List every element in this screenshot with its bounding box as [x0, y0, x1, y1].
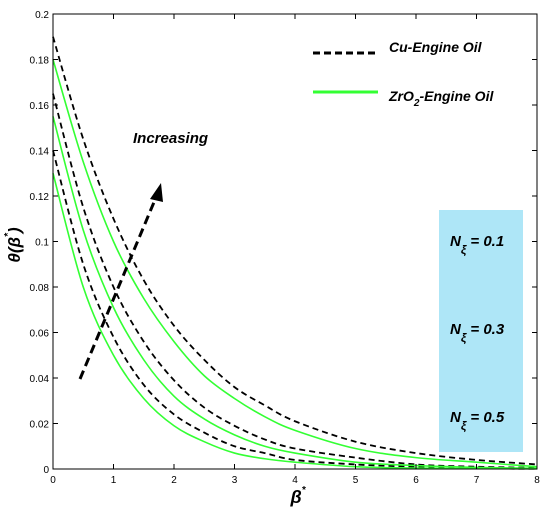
- x-axis-label: β*: [289, 485, 306, 507]
- cu-engine-oil-curve-2: [52, 93, 538, 469]
- y-tick-label: 0.18: [30, 56, 50, 67]
- zro2-engine-oil-curve-1: [52, 59, 538, 468]
- x-tick-label: 4: [292, 475, 298, 486]
- cu-engine-oil-curve-1: [52, 36, 538, 466]
- cu-engine-oil-curve-3: [52, 150, 538, 470]
- y-tick-label: 0.02: [30, 420, 50, 431]
- param-label-2-value: = 0.3: [466, 321, 505, 338]
- legend-label-zro2-post: -Engine Oil: [419, 88, 494, 104]
- y-tick-label: 0.12: [30, 192, 50, 203]
- x-axis-ticks: 0 1 2 3 4 5 6 7 8: [50, 14, 540, 486]
- param-label-3: Nξ = 0.5: [450, 409, 505, 433]
- legend-label-cu: Cu-Engine Oil: [389, 39, 483, 55]
- legend-label-zro2-pre: ZrO: [388, 88, 414, 104]
- increasing-annotation: Increasing: [133, 130, 208, 147]
- parameter-box: [439, 210, 523, 452]
- x-tick-label: 0: [50, 475, 56, 486]
- y-axis-label-sup: *: [3, 232, 14, 237]
- y-axis-label-close: ): [5, 227, 24, 235]
- y-tick-label: 0.06: [30, 329, 50, 340]
- x-axis-label-sup: *: [302, 485, 307, 496]
- param-label-3-value: = 0.5: [466, 409, 505, 426]
- param-label-2-sub: ξ: [461, 331, 467, 345]
- x-axis-label-base: β: [289, 487, 301, 507]
- param-label-2-base: N: [450, 321, 462, 338]
- y-tick-label: 0.16: [30, 101, 50, 112]
- legend-label-zro2: ZrO2-Engine Oil: [388, 88, 494, 109]
- increasing-arrow-head: [150, 183, 163, 202]
- y-tick-label: 0.1: [35, 238, 49, 249]
- param-label-1-sub: ξ: [461, 243, 467, 257]
- param-label-1-base: N: [450, 233, 462, 250]
- x-tick-label: 5: [353, 475, 359, 486]
- param-label-3-sub: ξ: [461, 419, 467, 433]
- y-tick-label: 0: [43, 465, 49, 476]
- increasing-arrow-shaft: [78, 194, 159, 380]
- x-tick-label: 2: [171, 475, 177, 486]
- y-tick-label: 0.04: [30, 374, 50, 385]
- x-tick-label: 6: [413, 475, 419, 486]
- x-tick-label: 1: [111, 475, 117, 486]
- y-axis-label: θ(β*): [3, 227, 24, 263]
- x-tick-label: 7: [474, 475, 480, 486]
- param-label-1: Nξ = 0.1: [450, 233, 504, 257]
- y-axis-ticks: 0 0.02 0.04 0.06 0.08 0.1 0.12 0.14 0.16 0.18 0.2: [30, 10, 537, 476]
- y-axis-label-base: θ(β: [5, 237, 24, 263]
- y-tick-label: 0.08: [30, 283, 50, 294]
- y-tick-label: 0.14: [30, 147, 50, 158]
- param-label-2: Nξ = 0.3: [450, 321, 505, 345]
- x-tick-label: 3: [232, 475, 238, 486]
- x-tick-label: 8: [534, 475, 540, 486]
- param-label-1-value: = 0.1: [466, 233, 504, 250]
- param-label-3-base: N: [450, 409, 462, 426]
- y-tick-label: 0.2: [35, 10, 49, 21]
- legend-label-zro2-sub: 2: [413, 98, 420, 109]
